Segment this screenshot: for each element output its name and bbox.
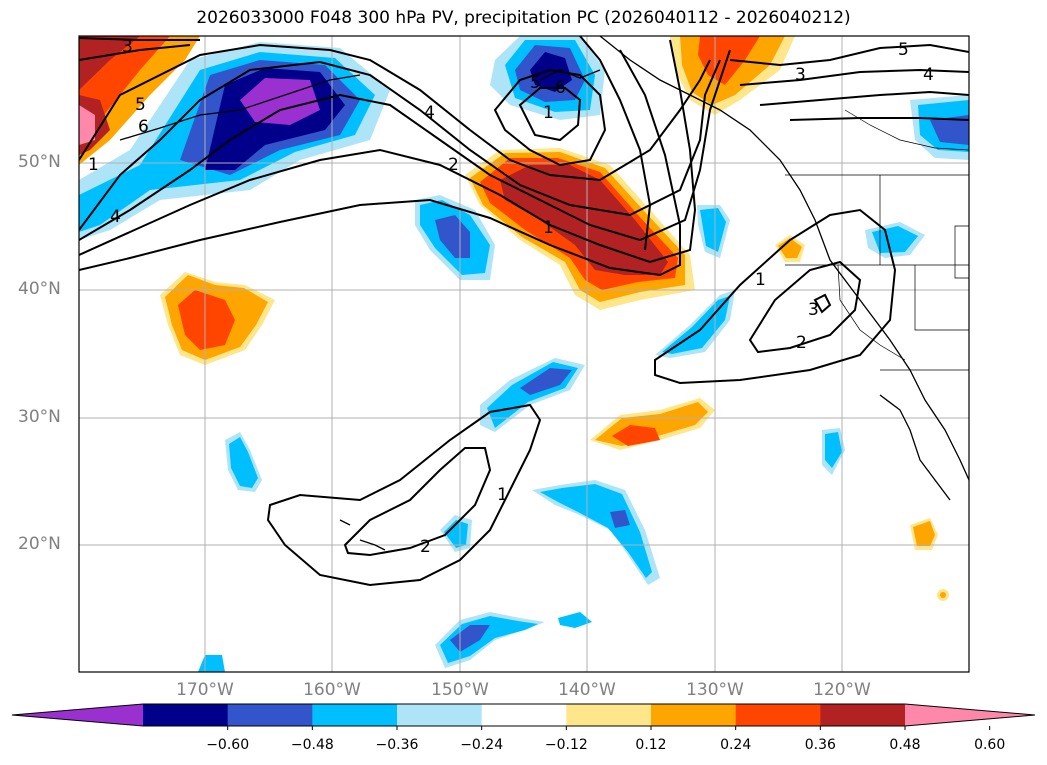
contour-label: 6 [138,117,149,137]
colorbar-swatch [227,704,313,726]
colorbar-tick-label: −0.36 [375,737,419,753]
lon-label-120w: 120°W [813,680,871,700]
contour-label: 1 [88,155,99,175]
colorbar-extend-min [12,704,143,726]
lon-label-170w: 170°W [176,680,234,700]
contour-label: 4 [110,207,121,227]
contour-label-group: 3 5 6 4 1 5 6 1 4 2 1 5 4 3 1 2 3 1 2 [88,37,934,557]
colorbar-swatch [312,704,398,726]
colorbar-tick-label: 0.48 [889,737,921,753]
contour-label: 3 [795,65,806,85]
colorbar-tick-label: −0.60 [206,737,250,753]
colorbar-tick-label: 0.36 [804,737,836,753]
precip-fields [79,36,969,672]
lon-label-160w: 160°W [303,680,361,700]
borders [785,109,969,371]
contour-label: 4 [923,65,934,85]
colorbar-swatch [481,704,567,726]
pv-contours [79,36,969,587]
map-title: 2026033000 F048 300 hPa PV, precipitatio… [196,8,851,28]
colorbar-swatch [651,704,737,726]
colorbar-extend-max [905,704,1035,726]
contour-label: 2 [448,155,459,175]
contour-label: 4 [424,103,435,123]
colorbar-tick-label: −0.24 [460,737,504,753]
lon-label-130w: 130°W [686,680,744,700]
contour-label: 3 [122,37,133,57]
colorbar-tick-label: −0.48 [290,737,334,753]
lat-label-40n: 40°N [18,279,61,299]
colorbar [11,703,1036,730]
colorbar-swatch [735,704,821,726]
colorbar-swatch [820,704,906,726]
lat-label-50n: 50°N [18,152,61,172]
lat-label-30n: 30°N [18,407,61,427]
lon-label-150w: 150°W [431,680,489,700]
lat-label-20n: 20°N [18,534,61,554]
contour-label: 1 [543,103,554,123]
contour-label: 6 [555,78,566,98]
contour-label: 5 [135,95,146,115]
colorbar-swatch [566,704,652,726]
contour-label: 3 [808,300,819,320]
colorbar-tick-label: 0.12 [635,737,667,753]
colorbar-outline [11,703,1036,727]
colorbar-swatch [397,704,483,726]
contour-label: 2 [796,333,807,353]
colorbar-tick-label: 0.24 [720,737,752,753]
contour-label: 5 [530,73,541,93]
graticule [79,36,969,672]
map-frame [78,35,970,673]
contour-label: 1 [755,270,766,290]
contour-label: 2 [420,537,431,557]
lon-label-140w: 140°W [558,680,616,700]
colorbar-tick-label: −0.12 [544,737,588,753]
contour-label: 1 [543,218,554,238]
contour-label: 1 [497,485,508,505]
colorbar-tick-label: 0.60 [974,737,1006,753]
colorbar-swatch [143,704,229,726]
contour-label: 5 [898,40,909,60]
